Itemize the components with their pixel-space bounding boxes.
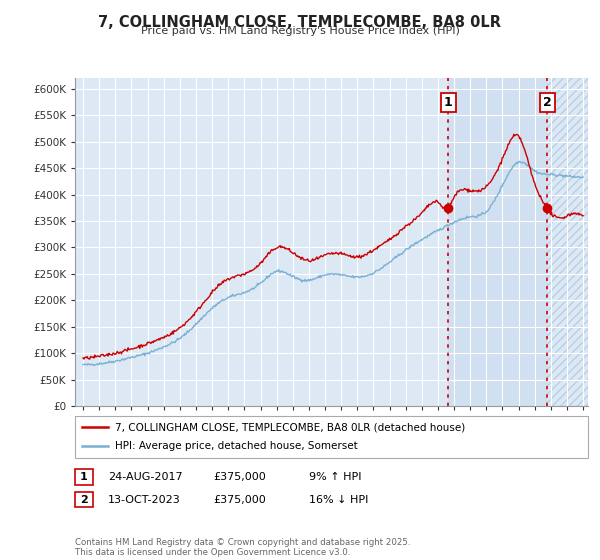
Text: 7, COLLINGHAM CLOSE, TEMPLECOMBE, BA8 0LR (detached house): 7, COLLINGHAM CLOSE, TEMPLECOMBE, BA8 0L… [115,422,466,432]
Text: 7, COLLINGHAM CLOSE, TEMPLECOMBE, BA8 0LR: 7, COLLINGHAM CLOSE, TEMPLECOMBE, BA8 0L… [98,15,502,30]
Text: 2: 2 [80,494,88,505]
Text: 9% ↑ HPI: 9% ↑ HPI [309,472,361,482]
Text: Contains HM Land Registry data © Crown copyright and database right 2025.
This d: Contains HM Land Registry data © Crown c… [75,538,410,557]
Bar [547,78,588,406]
Text: 2: 2 [543,96,552,109]
Text: 1: 1 [80,472,88,482]
Text: 16% ↓ HPI: 16% ↓ HPI [309,494,368,505]
Text: Price paid vs. HM Land Registry's House Price Index (HPI): Price paid vs. HM Land Registry's House … [140,26,460,36]
Text: 24-AUG-2017: 24-AUG-2017 [108,472,182,482]
Bar [448,78,547,406]
Text: £375,000: £375,000 [213,472,266,482]
Text: HPI: Average price, detached house, Somerset: HPI: Average price, detached house, Some… [115,441,358,451]
Text: £375,000: £375,000 [213,494,266,505]
Text: 1: 1 [444,96,453,109]
Text: 13-OCT-2023: 13-OCT-2023 [108,494,181,505]
